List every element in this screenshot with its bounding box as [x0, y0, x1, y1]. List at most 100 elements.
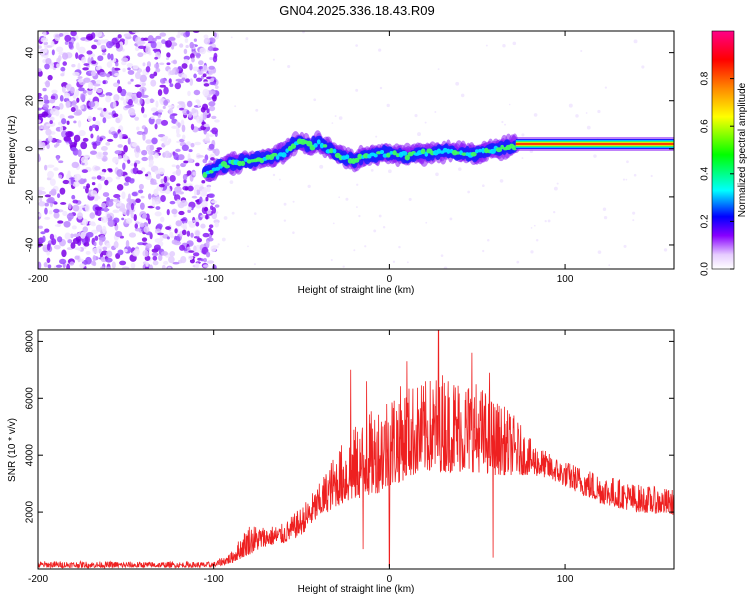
- noise-blob: [182, 182, 188, 187]
- noise-blob: [210, 200, 218, 204]
- noise-blob: [64, 232, 71, 240]
- noise-blob: [155, 206, 161, 210]
- noise-speck: [641, 65, 645, 69]
- noise-blob: [176, 199, 181, 205]
- noise-blob: [165, 57, 170, 61]
- noise-blob: [70, 242, 76, 249]
- noise-blob: [102, 151, 108, 156]
- noise-blob: [44, 202, 49, 207]
- colorbar-tick-label: 0.4: [700, 166, 711, 180]
- noise-blob: [45, 80, 51, 88]
- noise-blob: [72, 181, 80, 187]
- noise-speck: [414, 114, 418, 118]
- noise-blob: [95, 224, 103, 232]
- noise-blob: [112, 82, 120, 88]
- noise-blob: [65, 130, 73, 138]
- noise-blob: [145, 66, 151, 73]
- noise-blob: [85, 250, 91, 255]
- noise-blob: [155, 35, 162, 40]
- noise-blob: [69, 261, 75, 266]
- noise-blob: [93, 83, 101, 87]
- track-core: [240, 160, 246, 167]
- noise-blob: [75, 89, 80, 97]
- noise-speck: [485, 44, 488, 47]
- noise-blob: [51, 49, 55, 56]
- noise-blob: [138, 189, 144, 194]
- noise-blob: [131, 95, 136, 102]
- noise-blob: [112, 101, 117, 109]
- noise-blob: [141, 237, 148, 242]
- noise-blob: [190, 142, 195, 148]
- noise-blob: [51, 238, 57, 246]
- noise-blob: [56, 154, 60, 161]
- noise-blob: [70, 233, 74, 239]
- noise-blob: [106, 61, 113, 68]
- noise-blob: [67, 115, 75, 119]
- noise-blob: [78, 46, 86, 54]
- noise-blob: [177, 101, 185, 105]
- snr-x-label: Height of straight line (km): [298, 584, 415, 595]
- noise-blob: [63, 220, 71, 228]
- noise-blob: [195, 77, 203, 82]
- noise-blob: [155, 41, 162, 49]
- noise-blob: [64, 40, 69, 46]
- track-core: [478, 148, 482, 153]
- noise-speck: [356, 183, 359, 186]
- noise-blob: [47, 74, 53, 81]
- noise-blob: [202, 73, 207, 78]
- noise-blob: [164, 150, 171, 159]
- noise-blob: [61, 130, 68, 138]
- noise-blob: [38, 107, 43, 111]
- noise-blob: [139, 202, 145, 210]
- noise-speck: [597, 109, 601, 114]
- noise-blob: [143, 226, 150, 233]
- noise-blob: [200, 223, 206, 229]
- noise-blob: [169, 174, 176, 183]
- noise-blob: [86, 183, 91, 189]
- noise-blob: [72, 71, 80, 77]
- noise-blob: [49, 120, 53, 125]
- noise-blob: [192, 219, 197, 223]
- noise-blob: [205, 196, 209, 202]
- noise-blob: [134, 227, 142, 232]
- noise-blob: [44, 63, 50, 70]
- noise-blob: [95, 151, 104, 160]
- noise-blob: [58, 258, 67, 265]
- noise-speck: [330, 258, 333, 262]
- noise-blob: [201, 201, 208, 208]
- noise-blob: [80, 156, 89, 164]
- noise-blob: [205, 132, 210, 139]
- noise-blob: [149, 144, 155, 151]
- noise-blob: [59, 125, 64, 132]
- noise-blob: [212, 264, 217, 269]
- noise-blob: [50, 95, 56, 100]
- noise-blob: [192, 252, 200, 257]
- noise-blob: [62, 52, 69, 60]
- colorbar-ticks: 0.0 0.2 0.4 0.6 0.8: [700, 71, 734, 276]
- noise-blob: [196, 116, 203, 124]
- noise-blob: [86, 231, 94, 238]
- noise-blob: [106, 250, 113, 258]
- noise-speck: [408, 197, 412, 201]
- noise-blob: [189, 63, 193, 71]
- noise-blob: [171, 125, 178, 129]
- noise-blob: [169, 113, 175, 120]
- noise-blob: [202, 65, 208, 72]
- noise-blob: [105, 242, 111, 249]
- noise-blob: [193, 113, 198, 117]
- noise-blob: [113, 209, 118, 213]
- noise-blob: [156, 147, 163, 151]
- noise-blob: [109, 198, 114, 202]
- noise-blob: [139, 222, 145, 228]
- noise-blob: [113, 94, 120, 102]
- noise-blob: [150, 116, 155, 120]
- noise-blob: [154, 201, 160, 205]
- noise-blob: [138, 45, 146, 50]
- noise-blob: [130, 78, 134, 82]
- noise-blob: [102, 109, 109, 117]
- noise-blob: [47, 264, 52, 269]
- noise-blob: [161, 264, 166, 269]
- noise-speck: [217, 243, 220, 246]
